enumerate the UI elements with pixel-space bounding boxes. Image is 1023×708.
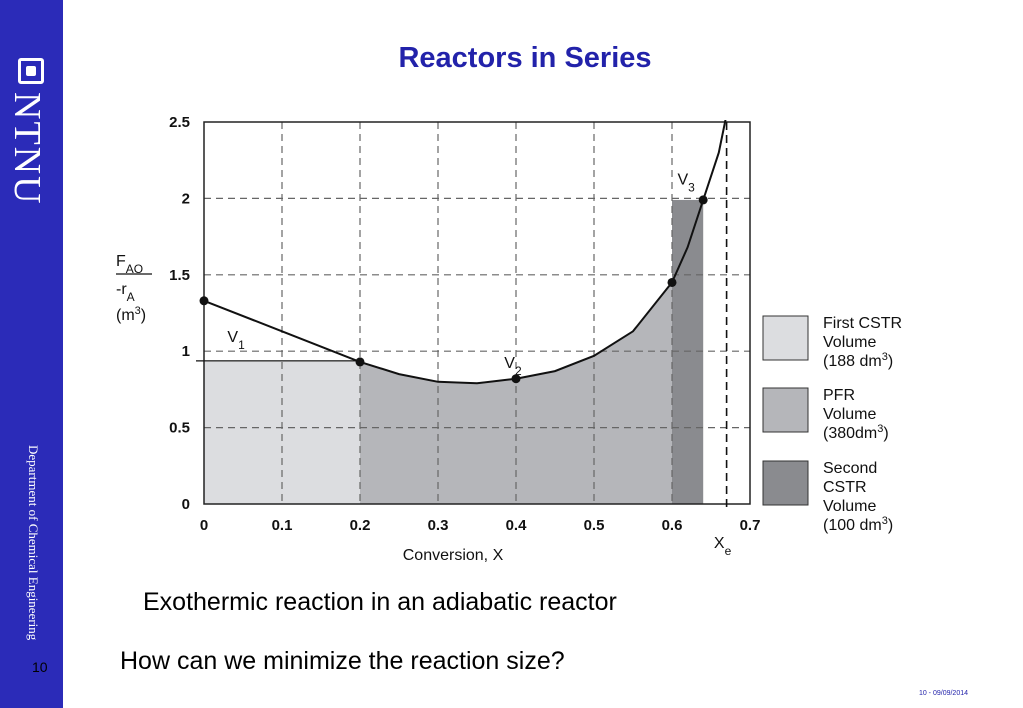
x-tick-label: 0.2 [350,517,371,534]
x-tick-label: 0.6 [662,517,683,534]
y-tick-label: 0 [182,496,190,513]
legend-label: (188 dm3) [823,351,893,370]
legend-label: First CSTR [823,315,902,332]
legend-label: Volume [823,334,876,351]
y-axis-label-denominator: -rA [116,281,135,304]
data-point [199,296,209,306]
y-tick-label: 0.5 [169,420,190,437]
x-tick-label: 0.1 [272,517,293,534]
legend-label: PFR [823,387,855,404]
x-tick-label: 0 [200,517,208,534]
data-point [667,277,677,287]
annotation-v2: V2 [504,355,522,378]
sidebar: NTNU Department of Chemical Engineering [0,0,63,708]
y-tick-label: 1.5 [169,267,190,284]
caption-line-2: How can we minimize the reaction size? [120,647,565,675]
y-tick-label: 2 [182,190,190,207]
legend-label: (100 dm3) [823,515,893,534]
caption-line-1: Exothermic reaction in an adiabatic reac… [143,588,617,616]
logo-text: NTNU [6,92,48,206]
x-tick-label: 0.7 [740,517,761,534]
legend-label: Volume [823,406,876,423]
page-number: 10 [32,659,48,675]
annotation-xe: Xe [714,535,732,558]
footer-date: 10 - 09/09/2014 [918,690,968,697]
legend-swatch [762,387,809,433]
legend-label: (380dm3) [823,423,889,442]
data-point [698,195,708,205]
y-tick-label: 1 [182,343,190,360]
y-tick-label: 2.5 [169,114,190,131]
x-tick-label: 0.5 [584,517,605,534]
legend-label: Volume [823,498,876,515]
y-axis-label-numerator: FAO [116,253,143,276]
ntnu-logo-icon [18,58,44,84]
series-curve [204,120,727,385]
annotation-v3: V3 [677,172,695,195]
legend-label: CSTR [823,479,867,496]
annotation-v1: V1 [227,329,245,352]
data-point [355,357,365,367]
region-second-cstr [672,199,704,504]
data-point [511,374,521,384]
plot-frame [203,121,751,505]
region-first-cstr [204,361,360,504]
y-axis-label-unit: (m3) [116,305,146,324]
legend-swatch [762,460,809,506]
legend-label: Second [823,460,877,477]
legend-swatch [762,315,809,361]
department-label: Department of Chemical Engineering [26,445,41,641]
x-axis-label: Conversion, X [403,547,504,564]
slide-title: Reactors in Series [398,42,652,74]
x-tick-label: 0.4 [506,517,528,534]
chart: 0 0.1 0.2 0.3 0.4 0.5 0.6 0.7 0 0.5 1 1.5 2 2.5 V1 V2 V3… [116,114,902,564]
x-tick-label: 0.3 [428,517,449,534]
